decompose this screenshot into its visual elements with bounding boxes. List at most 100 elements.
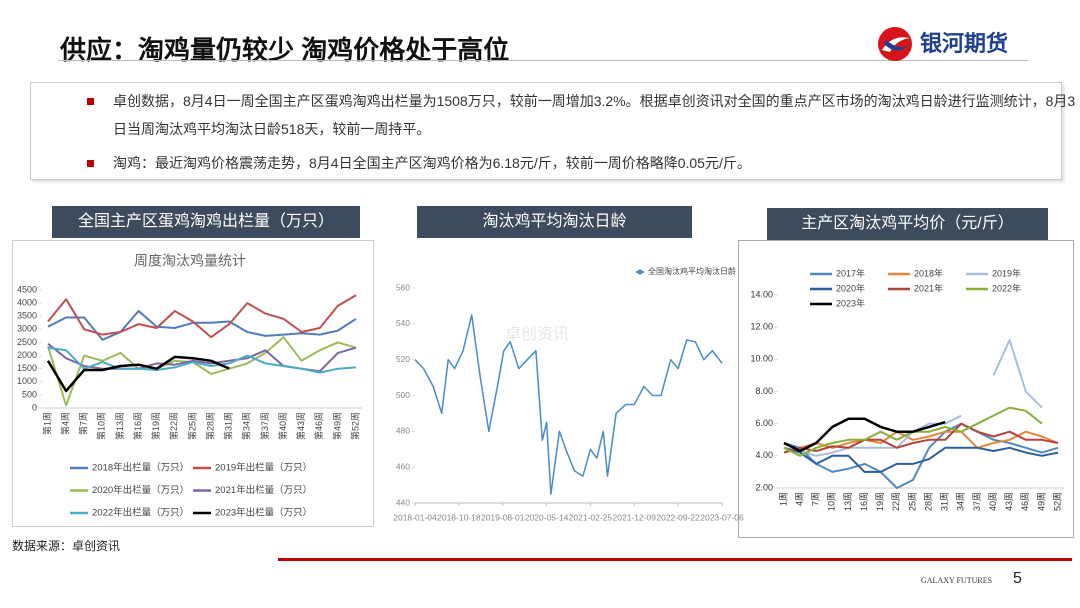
legend-label: 2020年出栏量（万只） xyxy=(92,484,189,496)
panel-title: 全国主产区蛋鸡淘鸡出栏量（万只） xyxy=(52,206,360,238)
legend-label: 2023年出栏量（万只） xyxy=(215,507,312,519)
x-tick-label: 第7周 xyxy=(78,412,89,435)
x-tick-label: 第22周 xyxy=(168,412,179,440)
y-tick-label: 8.00 xyxy=(755,386,773,396)
x-tick-label: 34周 xyxy=(956,492,966,511)
y-tick-label: 6.00 xyxy=(755,418,773,428)
footer-brand: GALAXY FUTURES xyxy=(921,576,993,585)
y-tick-label: 560 xyxy=(396,282,410,292)
legend-label: 2018年 xyxy=(914,267,943,278)
y-tick-label: 3000 xyxy=(17,324,37,334)
x-tick-label: 49周 xyxy=(1036,492,1046,511)
x-tick-label: 46周 xyxy=(1020,492,1030,511)
legend-label: 2019年出栏量（万只） xyxy=(215,462,312,474)
y-tick-label: 14.00 xyxy=(750,289,773,299)
x-tick-label: 2020-05-14 xyxy=(525,512,569,522)
y-tick-label: 4500 xyxy=(17,284,37,294)
x-tick-label: 第19周 xyxy=(150,412,161,440)
x-tick-label: 第4周 xyxy=(59,412,70,435)
x-tick-label: 第1周 xyxy=(41,412,52,435)
legend-label: 2018年出栏量（万只） xyxy=(92,462,189,474)
y-tick-label: 10.00 xyxy=(750,354,773,364)
series-line xyxy=(783,417,946,453)
legend-label: 2022年 xyxy=(992,282,1021,293)
series-line xyxy=(47,310,357,341)
bullet: 卓创数据，8月4日一周全国主产区蛋鸡淘鸡出栏量为1508万只，较前一周增加3.2… xyxy=(87,87,1080,143)
legend-label: 2019年 xyxy=(992,267,1021,278)
series-line xyxy=(783,422,1059,454)
y-tick-label: 2.00 xyxy=(755,482,773,492)
x-tick-label: 25周 xyxy=(907,492,917,511)
x-tick-label: 40周 xyxy=(988,492,998,511)
source: 数据来源：卓创资讯 xyxy=(12,539,121,553)
x-tick-label: 10周 xyxy=(827,492,837,511)
series-line xyxy=(47,346,357,374)
panel-title: 淘汰鸡平均淘汰日龄 xyxy=(417,206,692,238)
x-tick-label: 第46周 xyxy=(313,412,324,440)
legend-label: 2020年 xyxy=(836,282,865,293)
x-tick-label: 28周 xyxy=(923,492,933,511)
logo-swoosh xyxy=(884,40,908,51)
summary-box: 卓创数据，8月4日一周全国主产区蛋鸡淘鸡出栏量为1508万只，较前一周增加3.2… xyxy=(30,82,1075,180)
legend-label: 全国淘汰鸡平均淘汰日龄 xyxy=(648,266,736,276)
y-tick-label: 460 xyxy=(396,461,410,471)
series-line xyxy=(414,314,723,495)
x-tick-label: 2022-09-22 xyxy=(656,512,700,522)
x-tick-label: 31周 xyxy=(940,492,950,511)
x-tick-label: 43周 xyxy=(1004,492,1014,511)
watermark: 卓创资讯 xyxy=(505,325,569,343)
x-tick-label: 第52周 xyxy=(349,412,360,440)
y-tick-label: 12.00 xyxy=(750,322,773,332)
y-tick-label: 440 xyxy=(396,497,410,507)
bullet: 淘鸡：最近淘鸡价格震荡走势，8月4日全国主产区淘鸡价格为6.18元/斤，较前一周… xyxy=(87,149,1080,177)
logo-text: 银河期货 xyxy=(920,31,1008,56)
x-tick-label: 第37周 xyxy=(259,412,270,440)
y-tick-label: 3500 xyxy=(17,311,37,321)
x-tick-label: 第40周 xyxy=(277,412,288,440)
x-tick-label: 第34周 xyxy=(241,412,252,440)
series-line xyxy=(783,422,1059,489)
x-tick-label: 19周 xyxy=(875,492,885,511)
x-tick-label: 13周 xyxy=(843,492,853,511)
series-line xyxy=(47,294,357,339)
x-tick-label: 第10周 xyxy=(96,412,107,440)
series-line xyxy=(46,355,230,393)
x-tick-label: 第16周 xyxy=(132,412,143,440)
x-tick-label: 37周 xyxy=(972,492,982,511)
panel-title: 主产区淘汰鸡平均价（元/斤） xyxy=(767,208,1048,240)
series-line xyxy=(783,414,962,457)
x-tick-label: 4周 xyxy=(794,492,804,506)
y-tick-label: 4000 xyxy=(17,297,37,307)
y-tick-label: 1000 xyxy=(17,376,37,386)
y-tick-label: 1500 xyxy=(17,363,37,373)
page-number: 5 xyxy=(1013,570,1022,587)
legend-label: 2017年 xyxy=(836,267,865,278)
y-tick-label: 540 xyxy=(396,318,410,328)
series-line xyxy=(992,339,1043,409)
chart-subtitle: 周度淘汰鸡量统计 xyxy=(134,253,246,269)
x-tick-label: 22周 xyxy=(891,492,901,511)
logo-swoosh xyxy=(882,37,910,52)
x-tick-label: 第25周 xyxy=(186,412,197,440)
x-tick-label: 第13周 xyxy=(114,412,125,440)
y-tick-label: 2500 xyxy=(17,337,37,347)
series-line xyxy=(783,446,1059,473)
series-line xyxy=(47,336,357,407)
x-tick-label: 2019-08-01 xyxy=(481,512,525,522)
footer-rule xyxy=(278,558,1072,561)
x-tick-label: 2021-12-09 xyxy=(613,512,657,522)
y-tick-label: 500 xyxy=(22,389,37,399)
legend-label: 2022年出栏量（万只） xyxy=(92,507,189,519)
y-tick-label: 520 xyxy=(396,354,410,364)
x-tick-label: 第31周 xyxy=(223,412,234,440)
y-tick-label: 500 xyxy=(396,390,410,400)
y-tick-label: 4.00 xyxy=(755,450,773,460)
y-tick-label: 0 xyxy=(32,402,37,412)
legend-label: 2021年出栏量（万只） xyxy=(215,484,312,496)
y-tick-label: 2000 xyxy=(17,350,37,360)
x-tick-label: 1周 xyxy=(778,492,788,506)
legend-label: 2023年 xyxy=(836,297,865,308)
title-rule xyxy=(58,60,1028,61)
y-tick-label: 480 xyxy=(396,426,410,436)
